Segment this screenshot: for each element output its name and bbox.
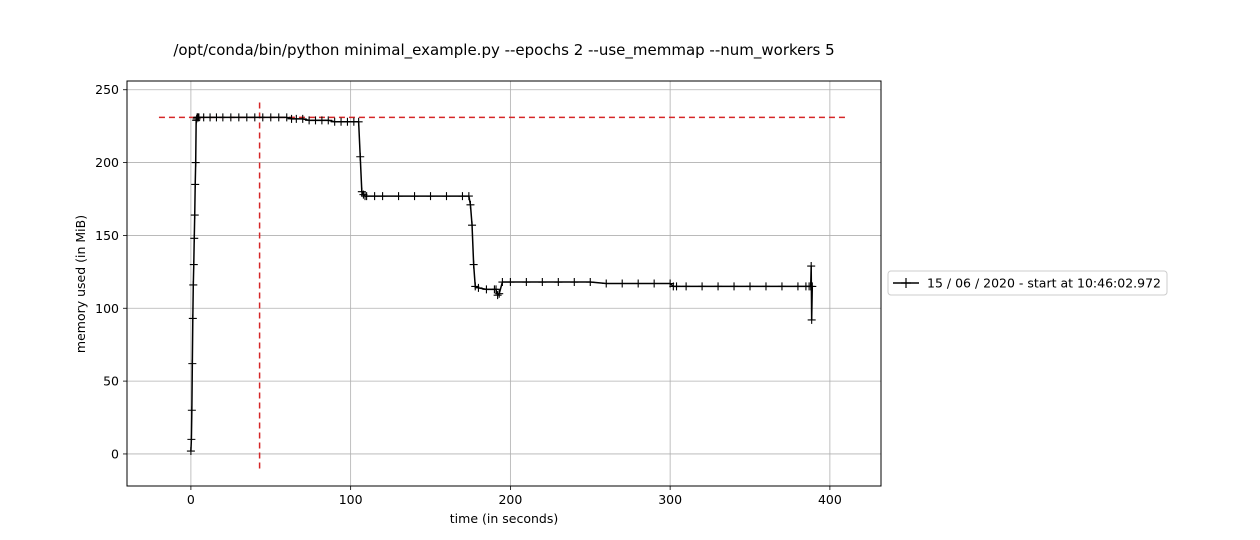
data-point-marker (682, 282, 691, 291)
y-axis-label: memory used (in MiB) (73, 215, 88, 353)
data-point-marker (506, 278, 515, 287)
data-point-marker (324, 116, 333, 125)
data-point-marker (602, 279, 611, 288)
data-point-marker (188, 314, 197, 323)
data-point-marker (190, 234, 199, 243)
y-tick-label: 150 (95, 228, 119, 243)
x-tick-label: 300 (658, 492, 682, 507)
data-point-marker (493, 291, 502, 300)
data-point-marker (298, 114, 307, 123)
y-tick-label: 100 (95, 301, 119, 316)
data-point-marker (378, 192, 387, 201)
data-point-marker (495, 289, 504, 298)
data-point-marker (274, 113, 283, 122)
data-point-marker (807, 262, 816, 271)
data-point-marker (618, 279, 627, 288)
data-point-marker (354, 117, 363, 126)
data-point-marker (187, 435, 196, 444)
y-tick-label: 200 (95, 155, 119, 170)
legend-label: 15 / 06 / 2020 - start at 10:46:02.972 (927, 276, 1161, 291)
y-tick-label: 250 (95, 82, 119, 97)
data-point-marker (394, 192, 403, 201)
data-point-marker (410, 192, 419, 201)
data-point-marker (464, 192, 473, 201)
data-point-marker (586, 278, 595, 287)
data-point-marker (186, 447, 195, 456)
data-point-marker (698, 282, 707, 291)
data-point-marker (191, 158, 200, 167)
data-point-marker (492, 285, 501, 294)
data-point-marker (777, 282, 786, 291)
data-point-marker (282, 113, 291, 122)
data-point-marker (362, 192, 371, 201)
data-point-marker (258, 113, 267, 122)
data-point-marker (356, 152, 365, 161)
data-point-marker (554, 278, 563, 287)
legend-box (887, 270, 1168, 296)
series-layer (186, 113, 817, 456)
data-point-marker (793, 282, 802, 291)
data-point-marker (189, 260, 198, 269)
data-point-marker (250, 113, 259, 122)
grid-layer (127, 81, 881, 486)
data-point-marker (730, 282, 739, 291)
data-point-marker (190, 211, 199, 220)
data-point-marker (234, 113, 243, 122)
x-tick-label: 100 (339, 492, 363, 507)
x-tick-label: 200 (498, 492, 522, 507)
data-point-marker (538, 278, 547, 287)
data-point-marker (226, 113, 235, 122)
y-tick-label: 50 (103, 374, 119, 389)
data-point-marker (442, 192, 451, 201)
data-point-marker (426, 192, 435, 201)
data-point-marker (808, 282, 817, 291)
data-point-marker (498, 278, 507, 287)
data-point-marker (761, 282, 770, 291)
data-point-marker (189, 280, 198, 289)
x-tick-label: 400 (818, 492, 842, 507)
data-point-marker (218, 113, 227, 122)
series-line (190, 116, 814, 452)
data-point-marker (714, 282, 723, 291)
data-point-marker (370, 192, 379, 201)
tick-layer: 0 100 200 300 400 0 50 100 150 200 250 (95, 82, 842, 507)
plot-frame (126, 80, 882, 487)
legend-marker (901, 278, 911, 288)
data-point-marker (634, 279, 643, 288)
data-point-marker (466, 200, 475, 209)
legend: 15 / 06 / 2020 - start at 10:46:02.972 (887, 270, 1168, 296)
data-point-marker (242, 113, 251, 122)
data-point-marker (650, 279, 659, 288)
y-tick-label: 0 (111, 446, 119, 461)
data-point-marker (266, 113, 275, 122)
data-point-marker (191, 180, 200, 189)
chart-title: /opt/conda/bin/python minimal_example.py… (173, 41, 834, 60)
x-axis-label: time (in seconds) (450, 511, 558, 526)
data-point-marker (570, 278, 579, 287)
data-point-marker (672, 282, 681, 291)
data-point-marker (187, 406, 196, 415)
x-tick-label: 0 (187, 492, 195, 507)
data-point-marker (807, 315, 816, 324)
data-point-marker (468, 221, 477, 230)
data-point-marker (474, 283, 483, 292)
data-point-marker (482, 285, 491, 294)
data-point-marker (469, 260, 478, 269)
data-point-marker (746, 282, 755, 291)
data-point-marker (188, 359, 197, 368)
data-point-marker (522, 278, 531, 287)
